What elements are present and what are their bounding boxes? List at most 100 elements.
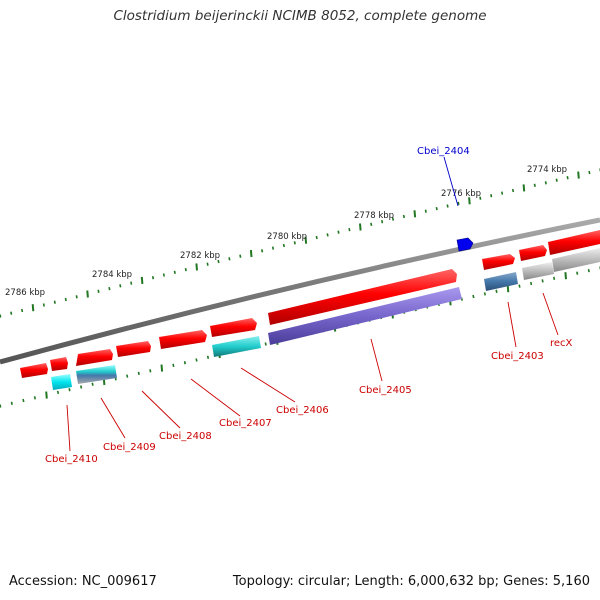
gene-label-cbei-2407[interactable]: Cbei_2407 bbox=[219, 418, 272, 429]
gene-label-cbei-2404[interactable]: Cbei_2404 bbox=[417, 146, 470, 157]
minor-tick bbox=[195, 358, 198, 362]
minor-tick bbox=[10, 401, 13, 405]
minor-tick bbox=[391, 217, 395, 221]
cds-arrow[interactable] bbox=[268, 269, 457, 325]
major-tick bbox=[45, 391, 48, 399]
cds-arrow[interactable] bbox=[519, 245, 547, 261]
leader-line bbox=[141, 390, 181, 429]
minor-tick bbox=[446, 204, 449, 208]
minor-tick bbox=[348, 227, 351, 232]
cds-arrow[interactable] bbox=[76, 349, 113, 366]
scale-label: 2778 kbp bbox=[354, 211, 394, 221]
cds-arrow[interactable] bbox=[116, 341, 151, 357]
minor-tick bbox=[217, 259, 220, 264]
major-tick bbox=[522, 184, 526, 192]
genome-backbone bbox=[0, 217, 600, 365]
minor-tick bbox=[479, 196, 482, 200]
minor-tick bbox=[42, 303, 45, 307]
gene-bar-cbei-2406[interactable] bbox=[212, 336, 261, 357]
minor-tick bbox=[501, 191, 504, 195]
minor-tick bbox=[435, 206, 438, 211]
minor-tick bbox=[511, 188, 515, 193]
leader-line bbox=[507, 301, 517, 348]
major-tick bbox=[86, 290, 89, 298]
genome-summary: Topology: circular; Length: 6,000,632 bp… bbox=[232, 574, 590, 589]
minor-tick bbox=[130, 281, 133, 285]
gene-bar-recx[interactable] bbox=[522, 262, 554, 280]
minor-tick bbox=[495, 289, 498, 293]
minor-tick bbox=[0, 314, 2, 318]
leader-line bbox=[443, 156, 459, 207]
minor-tick bbox=[264, 342, 267, 346]
gene-bar-cbei-2403[interactable] bbox=[484, 272, 518, 291]
cds-arrow[interactable] bbox=[210, 318, 257, 337]
minor-tick bbox=[53, 300, 56, 304]
leader-line bbox=[190, 378, 241, 417]
minor-tick bbox=[261, 249, 264, 253]
cds-arrow[interactable] bbox=[50, 357, 68, 371]
gene-label-cbei-2409[interactable]: Cbei_2409 bbox=[103, 442, 156, 453]
cds-arrow[interactable] bbox=[20, 363, 48, 378]
minor-tick bbox=[206, 262, 209, 266]
gene-label-cbei-2405[interactable]: Cbei_2405 bbox=[359, 385, 412, 396]
scale-label: 2780 kbp bbox=[267, 232, 307, 242]
minor-tick bbox=[541, 279, 544, 283]
cds-arrow[interactable] bbox=[159, 330, 207, 349]
minor-tick bbox=[370, 222, 373, 226]
major-tick bbox=[359, 223, 362, 231]
minor-tick bbox=[22, 398, 25, 403]
gene-bar-cbei-2410[interactable] bbox=[51, 374, 72, 390]
minor-tick bbox=[518, 284, 521, 288]
minor-tick bbox=[184, 267, 187, 272]
gene-label-cbei-2410[interactable]: Cbei_2410 bbox=[45, 454, 98, 465]
gene-label-cbei-2406[interactable]: Cbei_2406 bbox=[276, 405, 329, 416]
minor-tick bbox=[64, 297, 67, 302]
gene-feature-track bbox=[51, 248, 600, 390]
minor-tick bbox=[91, 382, 94, 386]
minor-tick bbox=[315, 235, 318, 240]
leader-line bbox=[370, 338, 383, 382]
minor-tick bbox=[239, 254, 242, 258]
minor-tick bbox=[126, 374, 129, 378]
minor-tick bbox=[68, 388, 71, 392]
forward-cds-track bbox=[20, 230, 600, 378]
scale-label: 2786 kbp bbox=[5, 288, 45, 298]
leader-line bbox=[66, 404, 71, 452]
minor-tick bbox=[553, 276, 556, 280]
minor-tick bbox=[172, 363, 175, 368]
scale-label: 2784 kbp bbox=[92, 270, 132, 280]
major-tick bbox=[249, 249, 253, 258]
minor-tick bbox=[293, 241, 296, 245]
gene-bar-cbei-2409[interactable] bbox=[76, 365, 117, 384]
minor-tick bbox=[587, 268, 590, 273]
minor-tick bbox=[576, 271, 579, 275]
leader-lines bbox=[66, 156, 559, 452]
scale-label: 2776 kbp bbox=[441, 189, 481, 199]
gene-label-cbei-2408[interactable]: Cbei_2408 bbox=[159, 431, 212, 442]
major-tick bbox=[304, 236, 308, 244]
leader-line bbox=[240, 367, 296, 403]
gene-bar[interactable] bbox=[552, 248, 600, 272]
major-tick bbox=[506, 285, 510, 293]
minor-tick bbox=[75, 295, 78, 299]
minor-tick bbox=[97, 289, 100, 293]
gene-bar-cbei-2405[interactable] bbox=[268, 287, 462, 345]
minor-tick bbox=[228, 257, 231, 261]
minor-tick bbox=[533, 183, 536, 187]
minor-tick bbox=[271, 246, 275, 250]
minor-tick bbox=[183, 361, 186, 365]
scale-label: 2774 kbp bbox=[527, 165, 567, 175]
cds-arrow[interactable] bbox=[482, 254, 515, 270]
minor-tick bbox=[381, 220, 384, 224]
minor-tick bbox=[472, 294, 475, 299]
minor-tick bbox=[402, 214, 405, 219]
gene-label-cbei-2403[interactable]: Cbei_2403 bbox=[491, 351, 544, 362]
gene-cbei-2404[interactable] bbox=[456, 237, 474, 252]
minor-tick bbox=[490, 194, 493, 198]
minor-tick bbox=[588, 170, 591, 175]
minor-tick bbox=[119, 284, 122, 288]
minor-tick bbox=[282, 243, 285, 248]
cds-arrow[interactable] bbox=[548, 230, 600, 255]
gene-label-recx[interactable]: recX bbox=[550, 338, 573, 349]
